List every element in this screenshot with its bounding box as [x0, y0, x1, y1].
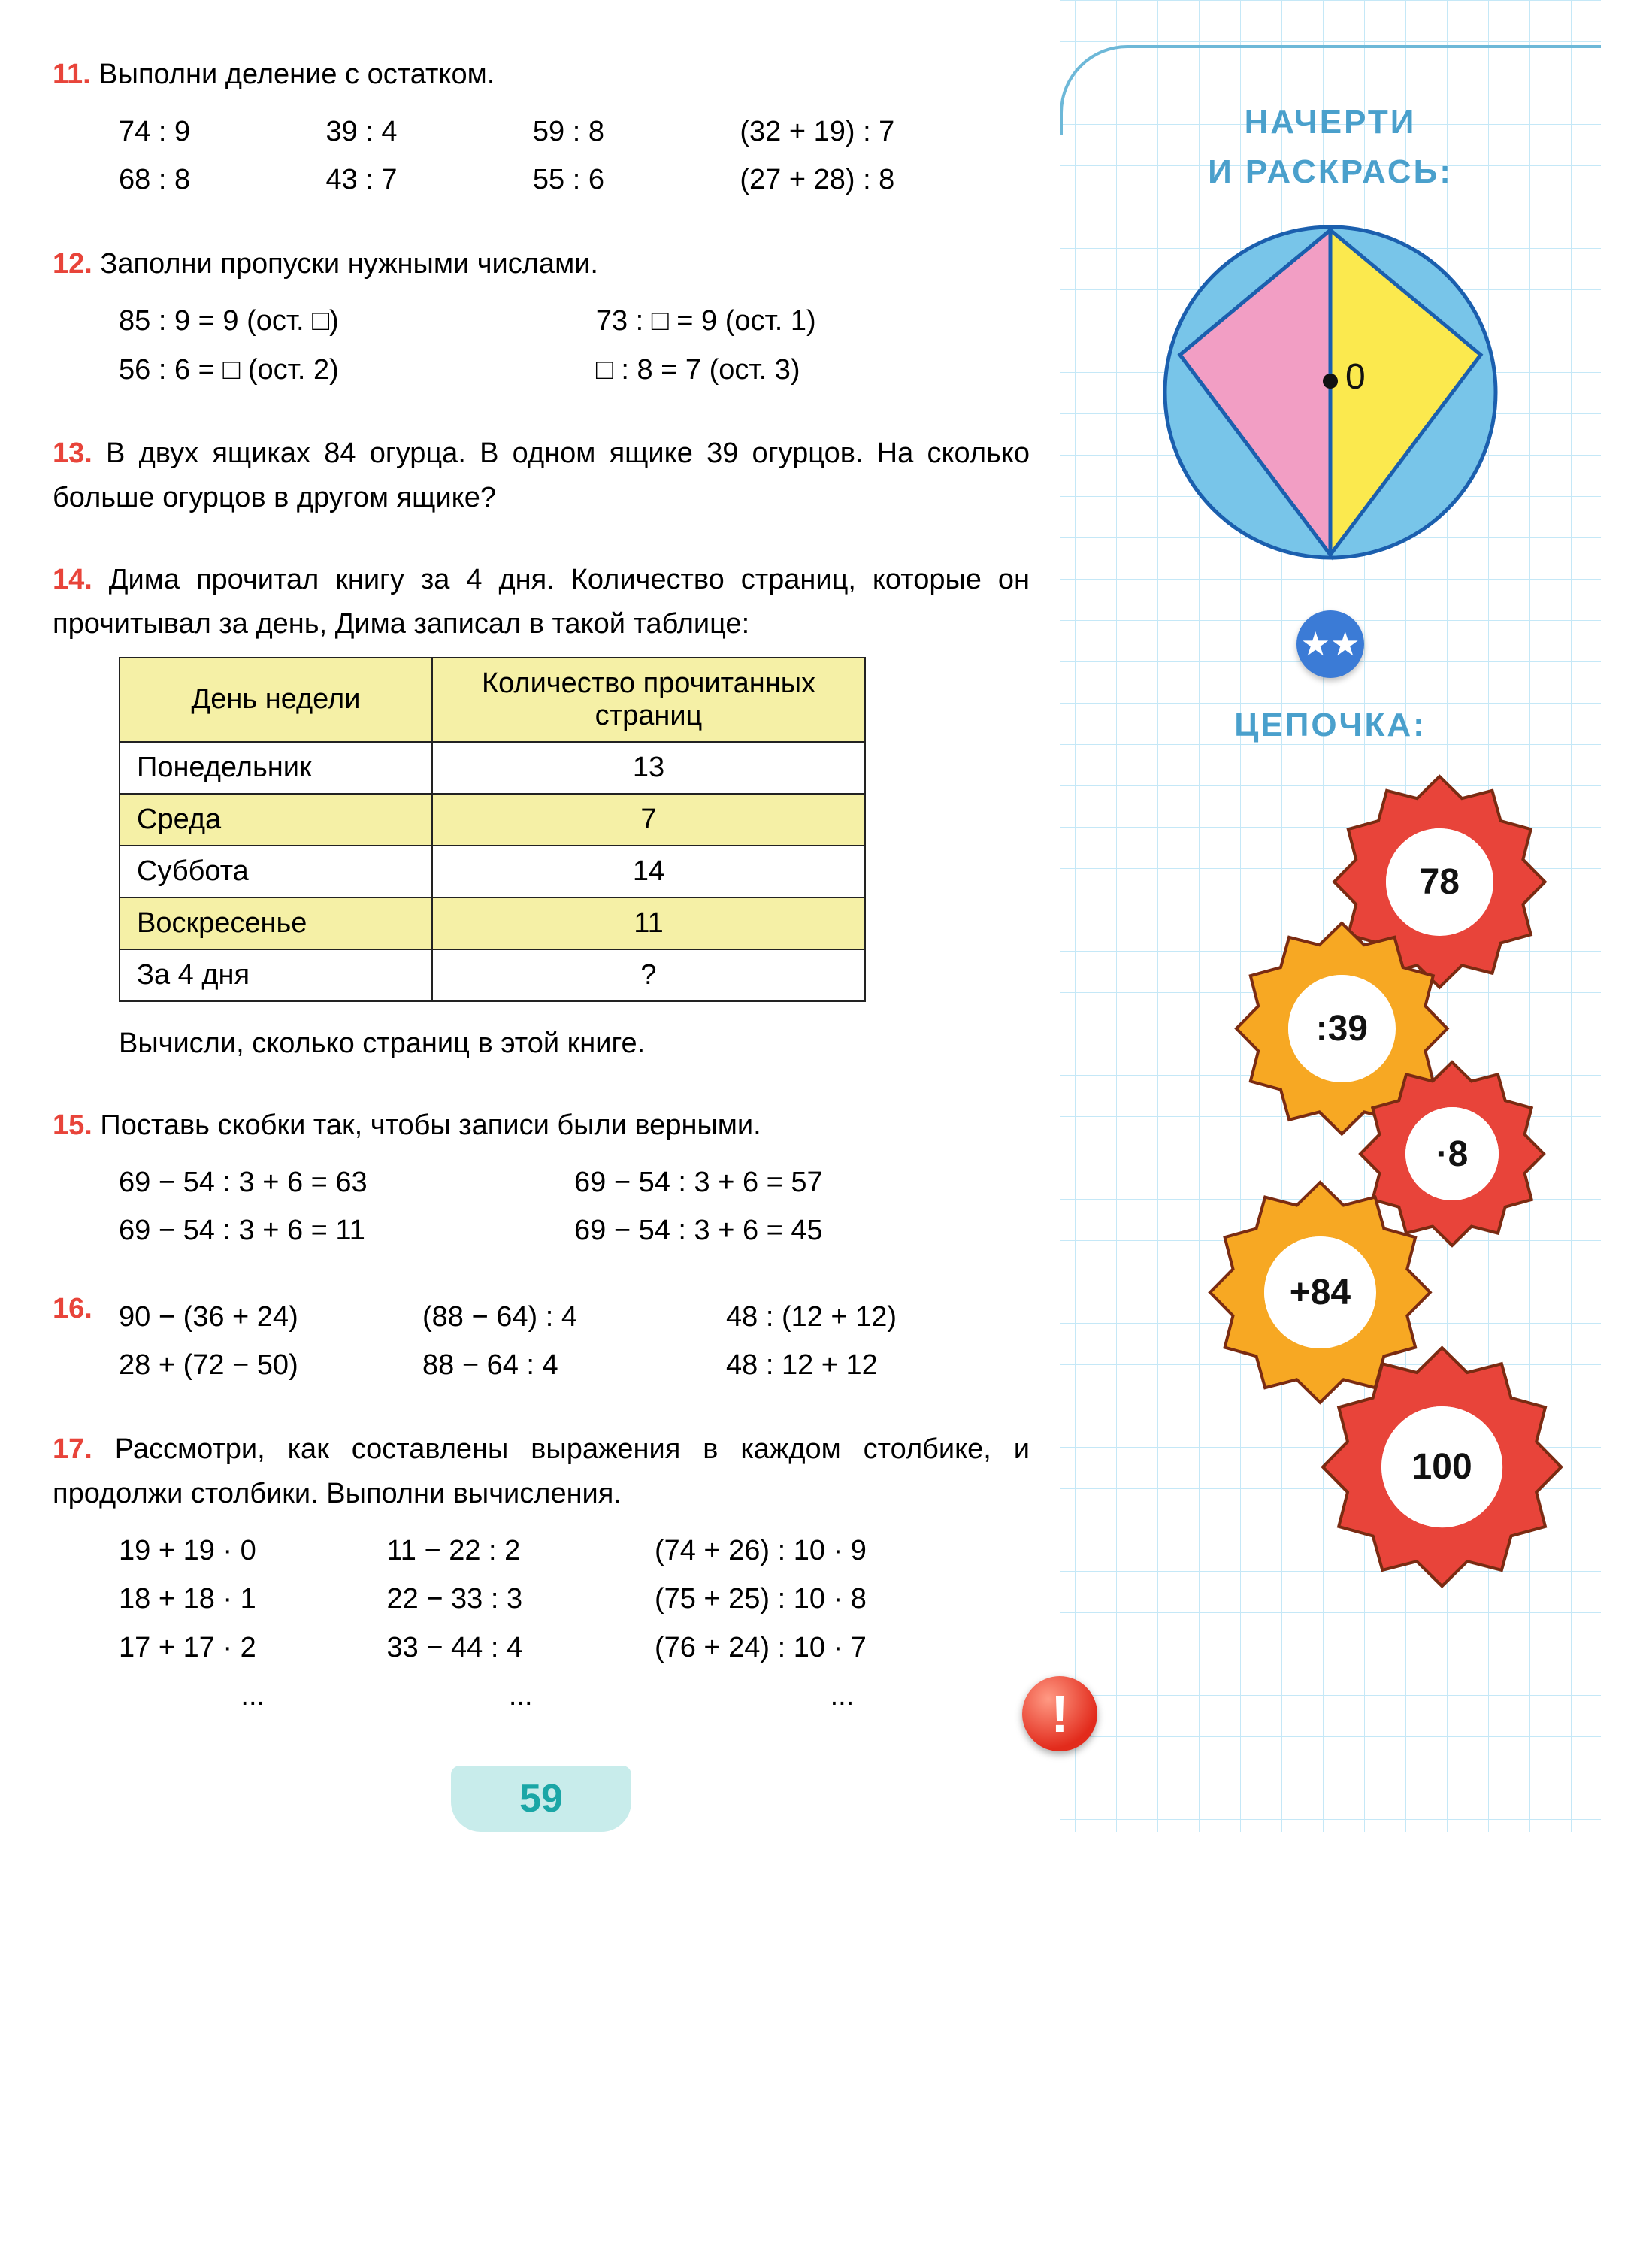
- main-content: 11. Выполни деление с остатком. 74 : 968…: [0, 0, 1060, 1832]
- ex16-c1r1: 90 − (36 + 24): [119, 1293, 422, 1342]
- ex15-l1: 69 − 54 : 3 + 6 = 63: [119, 1158, 574, 1207]
- ex15-r1: 69 − 54 : 3 + 6 = 57: [574, 1158, 1030, 1207]
- ex16-c1r2: 28 + (72 − 50): [119, 1341, 422, 1390]
- draw-title-2: И РАСКРАСЬ:: [1208, 153, 1453, 190]
- chain-title: ЦЕПОЧКА:: [1090, 701, 1571, 750]
- ex17-c2r3: 33 − 44 : 4: [386, 1624, 654, 1672]
- exercise-16: 16. 90 − (36 + 24)28 + (72 − 50) (88 − 6…: [53, 1293, 1030, 1390]
- ex11-c4r2: (27 + 28) : 8: [740, 156, 1030, 204]
- exercise-17: 17. Рассмотри, как составлены выражения …: [53, 1427, 1030, 1721]
- ex13-text: В двух ящиках 84 огурца. В одном ящике 3…: [53, 437, 1030, 513]
- ex12-title: Заполни пропуски нужными числами.: [100, 248, 598, 280]
- ex-number: 14.: [53, 564, 92, 595]
- td: Понедельник: [120, 742, 432, 794]
- ex11-c1r2: 68 : 8: [119, 156, 325, 204]
- td: Суббота: [120, 846, 432, 897]
- circle-label: 0: [1345, 357, 1366, 397]
- ex17-c1r1: 19 + 19 · 0: [119, 1527, 386, 1575]
- ex-number: 12.: [53, 248, 92, 280]
- stars-icon: ★★: [1296, 610, 1364, 678]
- draw-title-1: НАЧЕРТИ: [1245, 104, 1417, 141]
- circle-diagram: 0: [1157, 219, 1503, 565]
- ex16-c2r1: (88 − 64) : 4: [422, 1293, 726, 1342]
- ex16-c3r1: 48 : (12 + 12): [726, 1293, 1030, 1342]
- ex11-c1r1: 74 : 9: [119, 107, 325, 156]
- ex11-c4r1: (32 + 19) : 7: [740, 107, 1030, 156]
- td: 13: [432, 742, 865, 794]
- td: За 4 дня: [120, 949, 432, 1001]
- ex17-c1r2: 18 + 18 · 1: [119, 1575, 386, 1624]
- ex14-text: Дима прочитал книгу за 4 дня. Количество…: [53, 564, 1030, 640]
- ex12-l2: 56 : 6 = □ (ост. 2): [119, 346, 596, 395]
- ex-number: 17.: [53, 1433, 92, 1465]
- ex-number: 11.: [53, 59, 91, 90]
- ex-number: 15.: [53, 1109, 92, 1141]
- td: 11: [432, 897, 865, 949]
- ex15-r2: 69 − 54 : 3 + 6 = 45: [574, 1206, 1030, 1255]
- gear-label: +84: [1264, 1236, 1376, 1348]
- gear: 100: [1319, 1344, 1565, 1597]
- td: ?: [432, 949, 865, 1001]
- draw-title: НАЧЕРТИ И РАСКРАСЬ:: [1090, 98, 1571, 197]
- ex12-l1: 85 : 9 = 9 (ост. □): [119, 297, 596, 346]
- gear-chain: 78 :39 ·8 +84 100: [1165, 773, 1496, 1675]
- ex17-c2r2: 22 − 33 : 3: [386, 1575, 654, 1624]
- ex17-c1r3: 17 + 17 · 2: [119, 1624, 386, 1672]
- ex11-c3r2: 55 : 6: [533, 156, 740, 204]
- ex17-c3r1: (74 + 26) : 10 · 9: [655, 1527, 1030, 1575]
- th-day: День недели: [120, 658, 432, 742]
- ex14-table: День неделиКоличество прочитанных страни…: [119, 657, 866, 1002]
- ex12-r1: 73 : □ = 9 (ост. 1): [596, 297, 1030, 346]
- exercise-15: 15. Поставь скобки так, чтобы записи был…: [53, 1103, 1030, 1255]
- ex15-title: Поставь скобки так, чтобы записи были ве…: [100, 1109, 761, 1141]
- th-pages: Количество прочитанных страниц: [432, 658, 865, 742]
- td: 7: [432, 794, 865, 846]
- ex17-c3r2: (75 + 25) : 10 · 8: [655, 1575, 1030, 1624]
- exercise-12: 12. Заполни пропуски нужными числами. 85…: [53, 242, 1030, 394]
- ex11-c2r2: 43 : 7: [325, 156, 532, 204]
- td: Среда: [120, 794, 432, 846]
- exercise-13: 13. В двух ящиках 84 огурца. В одном ящи…: [53, 431, 1030, 520]
- ex16-c2r2: 88 − 64 : 4: [422, 1341, 726, 1390]
- ex-number: 16.: [53, 1293, 92, 1324]
- td: 14: [432, 846, 865, 897]
- ex11-c3r1: 59 : 8: [533, 107, 740, 156]
- ex15-l2: 69 − 54 : 3 + 6 = 11: [119, 1206, 574, 1255]
- ex17-title: Рассмотри, как составлены выражения в ка…: [53, 1433, 1030, 1509]
- ex11-title: Выполни деление с остатком.: [98, 59, 495, 90]
- ellipsis: ...: [655, 1672, 1030, 1721]
- ex11-c2r1: 39 : 4: [325, 107, 532, 156]
- exercise-11: 11. Выполни деление с остатком. 74 : 968…: [53, 53, 1030, 204]
- ex12-r2: □ : 8 = 7 (ост. 3): [596, 346, 1030, 395]
- ellipsis: ...: [119, 1672, 386, 1721]
- sidebar: ! НАЧЕРТИ И РАСКРАСЬ: 0 ★★ ЦЕПОЧКА: 78 :…: [1060, 0, 1601, 1832]
- ellipsis: ...: [386, 1672, 654, 1721]
- ex16-c3r2: 48 : 12 + 12: [726, 1341, 1030, 1390]
- td: Воскресенье: [120, 897, 432, 949]
- page-number: 59: [451, 1766, 631, 1832]
- ex17-c2r1: 11 − 22 : 2: [386, 1527, 654, 1575]
- ex-number: 13.: [53, 437, 92, 469]
- exercise-14: 14. Дима прочитал книгу за 4 дня. Количе…: [53, 558, 1030, 1066]
- gear-label: 100: [1381, 1406, 1502, 1527]
- ex14-after: Вычисли, сколько страниц в этой книге.: [53, 1022, 1030, 1066]
- ex17-c3r3: (76 + 24) : 10 · 7: [655, 1624, 1030, 1672]
